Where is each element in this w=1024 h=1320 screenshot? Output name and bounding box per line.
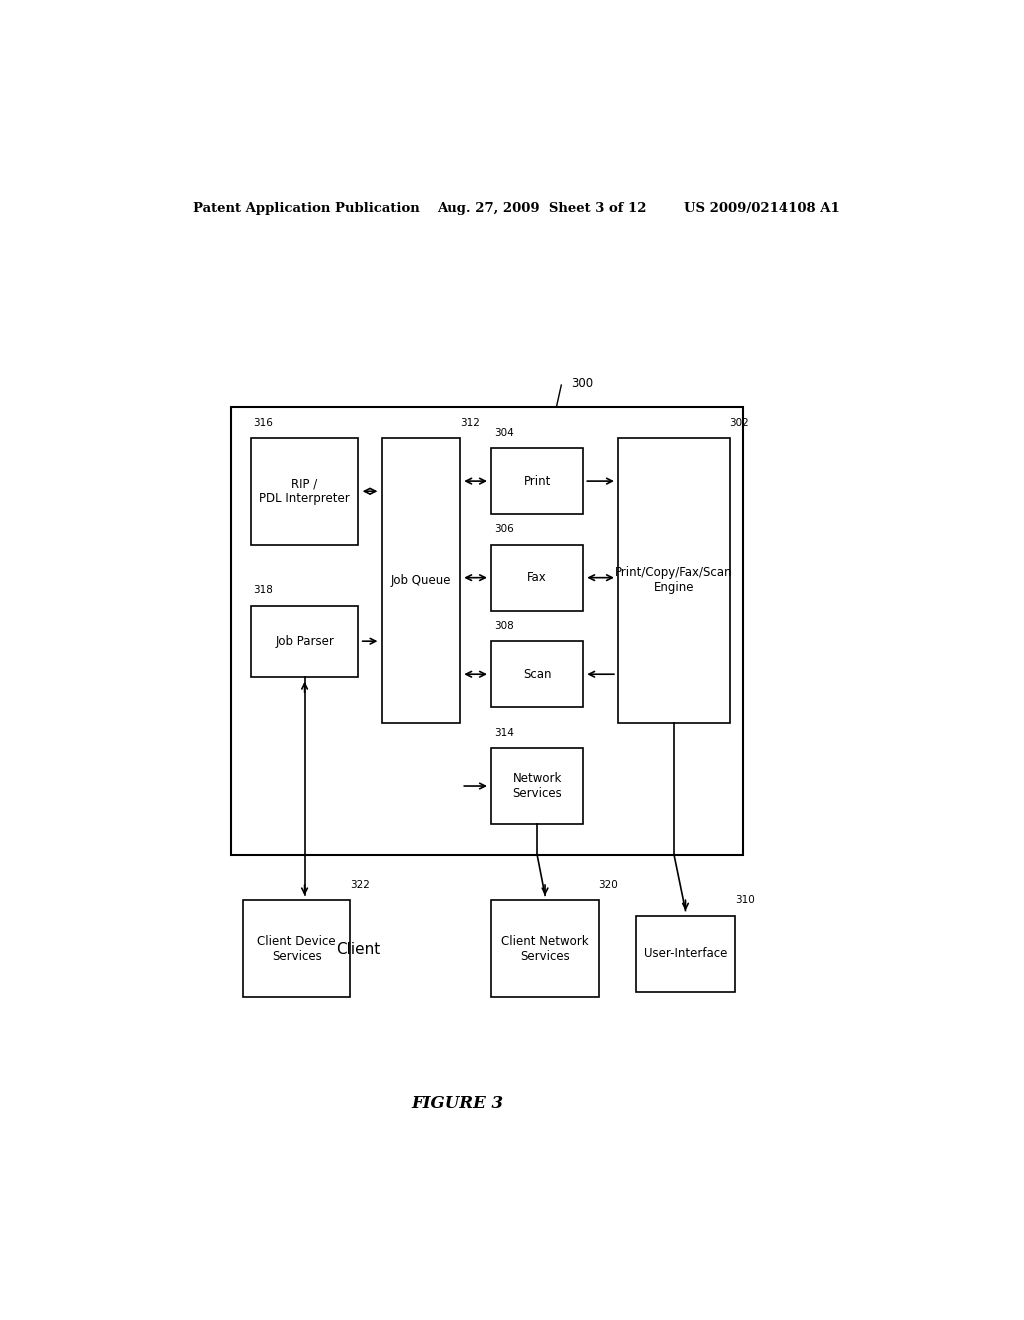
- Bar: [636, 916, 735, 991]
- Text: Print: Print: [523, 475, 551, 487]
- Text: Print/Copy/Fax/Scan
Engine: Print/Copy/Fax/Scan Engine: [615, 566, 733, 594]
- Text: Fax: Fax: [527, 572, 547, 585]
- Text: FIGURE 3: FIGURE 3: [412, 1096, 504, 1113]
- Bar: [231, 408, 743, 854]
- Text: 306: 306: [494, 524, 514, 535]
- Text: Job Parser: Job Parser: [275, 635, 334, 648]
- Text: 318: 318: [253, 586, 273, 595]
- Text: Client: Client: [336, 941, 380, 957]
- Bar: [492, 642, 583, 708]
- Text: RIP /
PDL Interpreter: RIP / PDL Interpreter: [259, 478, 350, 506]
- Text: Aug. 27, 2009  Sheet 3 of 12: Aug. 27, 2009 Sheet 3 of 12: [437, 202, 647, 215]
- Bar: [382, 438, 460, 722]
- Text: 308: 308: [494, 620, 514, 631]
- Bar: [618, 438, 729, 722]
- Text: 304: 304: [494, 428, 514, 438]
- Bar: [251, 606, 358, 677]
- Text: 322: 322: [350, 880, 370, 890]
- Bar: [492, 748, 583, 824]
- Text: Network
Services: Network Services: [512, 772, 562, 800]
- Text: 316: 316: [253, 417, 273, 428]
- Text: Patent Application Publication: Patent Application Publication: [194, 202, 420, 215]
- Text: 320: 320: [599, 880, 618, 890]
- Text: Client Network
Services: Client Network Services: [501, 935, 589, 962]
- Bar: [492, 900, 599, 997]
- Text: Client Device
Services: Client Device Services: [257, 935, 336, 962]
- Text: US 2009/0214108 A1: US 2009/0214108 A1: [684, 202, 840, 215]
- Text: Job Queue: Job Queue: [390, 574, 452, 586]
- Bar: [492, 447, 583, 515]
- Bar: [492, 545, 583, 611]
- Text: User-Interface: User-Interface: [644, 948, 727, 960]
- Bar: [251, 438, 358, 545]
- Text: 302: 302: [729, 417, 750, 428]
- Text: 314: 314: [494, 727, 514, 738]
- Text: 312: 312: [460, 417, 479, 428]
- Bar: [243, 900, 350, 997]
- Text: 300: 300: [570, 378, 593, 391]
- Text: 310: 310: [735, 895, 755, 906]
- Text: Scan: Scan: [523, 668, 551, 681]
